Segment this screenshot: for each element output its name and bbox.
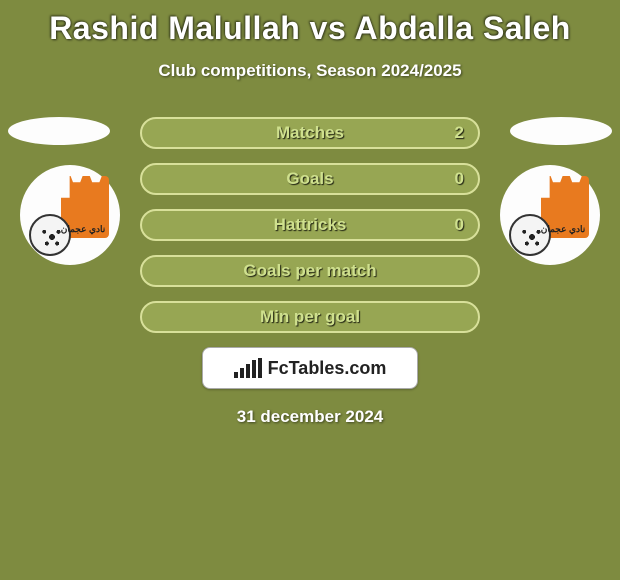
stat-pill: Min per goal bbox=[140, 301, 480, 333]
stat-label: Goals bbox=[286, 169, 333, 189]
brand-badge[interactable]: FcTables.com bbox=[202, 347, 418, 389]
player-slot-left bbox=[8, 117, 110, 145]
date-label: 31 december 2024 bbox=[0, 407, 620, 427]
stat-value: 0 bbox=[455, 169, 464, 189]
stat-pill: Matches 2 bbox=[140, 117, 480, 149]
stat-value: 0 bbox=[455, 215, 464, 235]
brand-text: FcTables.com bbox=[268, 358, 387, 379]
club-name-ar: نادي عجمان bbox=[533, 225, 593, 234]
club-logo: نادي عجمان bbox=[509, 174, 591, 256]
stats-area: نادي عجمان نادي عجمان Matches2Goals0Hatt… bbox=[0, 117, 620, 333]
stat-label: Matches bbox=[276, 123, 344, 143]
stat-pill: Hattricks 0 bbox=[140, 209, 480, 241]
bars-icon bbox=[234, 358, 262, 378]
club-badge-left: نادي عجمان bbox=[20, 165, 120, 265]
subtitle: Club competitions, Season 2024/2025 bbox=[0, 61, 620, 81]
club-badge-right: نادي عجمان bbox=[500, 165, 600, 265]
club-logo: نادي عجمان bbox=[29, 174, 111, 256]
stat-label: Min per goal bbox=[260, 307, 360, 327]
stat-pill: Goals 0 bbox=[140, 163, 480, 195]
ball-icon bbox=[509, 214, 551, 256]
player-slot-right bbox=[510, 117, 612, 145]
stat-label: Goals per match bbox=[243, 261, 376, 281]
ball-icon bbox=[29, 214, 71, 256]
stat-pill: Goals per match bbox=[140, 255, 480, 287]
club-name-ar: نادي عجمان bbox=[53, 225, 113, 234]
stat-value: 2 bbox=[455, 123, 464, 143]
stat-label: Hattricks bbox=[274, 215, 347, 235]
comparison-card: Rashid Malullah vs Abdalla Saleh Club co… bbox=[0, 0, 620, 580]
page-title: Rashid Malullah vs Abdalla Saleh bbox=[0, 0, 620, 47]
